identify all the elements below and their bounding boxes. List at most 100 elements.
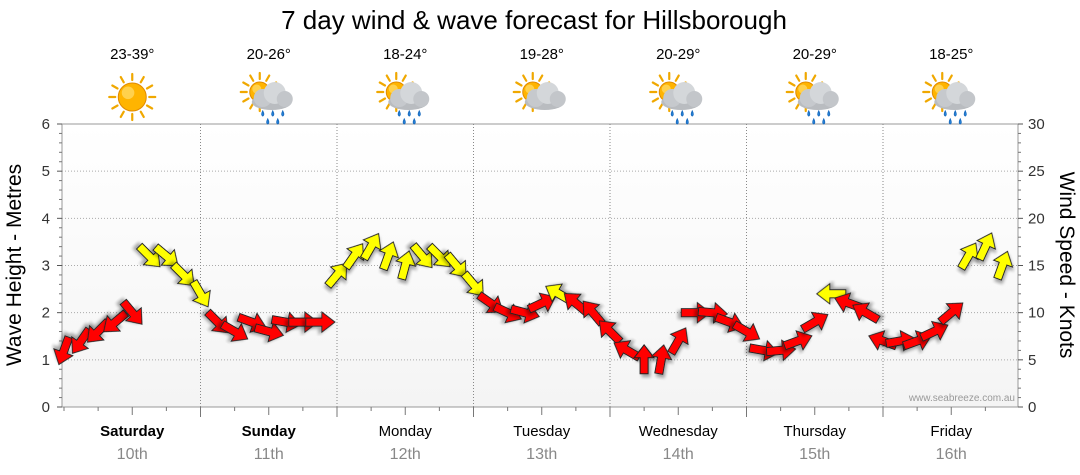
day-date: 10th [117,446,148,463]
wind-arrow [799,311,829,334]
rain-drops [397,109,421,125]
sun-cloud-icon [512,71,566,113]
wind-arrow [598,320,624,345]
wind-arrow [219,320,249,342]
right-tick-label: 5 [1028,352,1036,369]
wind-arrow [395,250,417,281]
rain-drops [670,109,694,125]
wind-arrow [633,343,656,375]
day-column-wednesday: 20-29° Wednesday 14th [639,46,718,463]
day-name: Tuesday [513,423,570,440]
right-tick-label: 15 [1028,258,1045,275]
temp-range: 20-29° [793,46,837,63]
day-name: Friday [930,423,972,440]
cloud-shape [524,82,566,110]
day-name: Thursday [783,423,846,440]
day-name: Sunday [242,423,297,440]
rain-drops [261,109,285,125]
wind-arrow [731,320,761,342]
wind-arrow [305,311,336,334]
wind-arrow [359,232,382,262]
cloud-shape [388,82,430,110]
temp-range: 18-24° [383,46,427,63]
cloud-shape [251,82,293,110]
day-date: 13th [526,446,557,463]
gridlines [62,124,1018,417]
wind-arrow [919,320,949,342]
wind-arrow [169,261,195,287]
cloud-shape [797,82,839,110]
right-tick-label: 0 [1028,399,1036,416]
wind-arrow [992,250,1014,281]
left-tick-label: 0 [42,399,50,416]
day-columns: 23-39° Saturday 10th 20-26° Sunday 11th 18-24°… [100,46,976,463]
wind-arrow [119,298,143,325]
wind-arrow [378,241,400,272]
left-tick-label: 2 [42,305,50,322]
wind-arrow [460,270,484,297]
sun-rays [108,72,157,122]
day-name: Monday [379,423,433,440]
day-date: 11th [254,446,284,463]
sun-cloud-rain-icon [239,71,293,125]
sun-cloud-rain-icon [649,71,703,125]
wind-arrow [650,344,673,375]
temp-range: 19-28° [520,46,564,63]
right-axis-label: Wind Speed - Knots [1055,172,1078,359]
left-tick-label: 4 [42,210,50,227]
right-tick-label: 25 [1028,163,1045,180]
wind-arrow [189,278,211,308]
wind-arrow [526,292,557,314]
wind-arrow [957,242,979,271]
rain-drops [807,109,831,125]
left-axis: 0 1 2 3 4 5 6 [42,116,62,416]
cloud-shape [934,82,976,110]
cloud-shape [661,82,703,110]
chart-title: 7 day wind & wave forecast for Hillsboro… [281,5,787,35]
wind-arrow [288,311,319,334]
day-column-saturday: 23-39° Saturday 10th [100,46,165,463]
wind-arrow [975,232,997,262]
left-tick-label: 3 [42,258,50,275]
wind-arrow [324,262,348,289]
day-column-tuesday: 19-28° Tuesday 13th [512,46,571,463]
wind-arrow [152,243,179,267]
day-column-sunday: 20-26° Sunday 11th [239,46,297,463]
sun-cloud-rain-icon [785,71,839,125]
wind-arrow [342,243,364,271]
left-axis-label: Wave Height - Metres [3,164,26,366]
day-column-friday: 18-25° Friday 16th [922,46,976,463]
wind-arrow [103,309,130,333]
sunny-icon [108,72,157,122]
right-tick-label: 10 [1028,305,1045,322]
left-tick-label: 1 [42,352,50,369]
day-column-thursday: 20-29° Thursday 15th [783,46,846,463]
left-tick-label: 5 [42,163,50,180]
wind-arrow [852,302,881,324]
wind-arrow [53,335,74,366]
day-name: Wednesday [639,423,718,440]
day-date: 14th [663,446,694,463]
wind-arrow [443,251,467,278]
temp-range: 20-29° [656,46,700,63]
wind-arrow [782,330,813,351]
right-tick-label: 30 [1028,116,1045,133]
temp-range: 20-26° [247,46,291,63]
day-name: Saturday [100,423,165,440]
wind-arrows [53,232,1014,375]
sun-rays [785,71,826,113]
temp-range: 23-39° [110,46,154,63]
right-tick-label: 20 [1028,210,1045,227]
rain-drops [943,109,967,125]
left-tick-label: 6 [42,116,50,133]
wind-arrow [667,327,689,356]
sun-cloud-rain-icon [922,71,976,125]
day-date: 12th [390,446,421,463]
day-column-monday: 18-24° Monday 12th [376,46,433,463]
temp-range: 18-25° [929,46,973,63]
day-date: 15th [799,446,830,463]
wind-arrow [425,242,451,268]
right-axis: 0 5 10 15 20 25 30 [1018,116,1045,416]
